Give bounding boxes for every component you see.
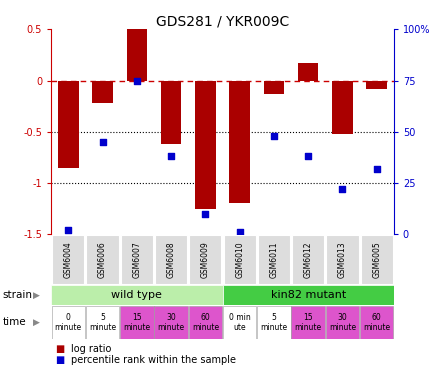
Text: percentile rank within the sample: percentile rank within the sample (71, 355, 236, 365)
Point (236, 229, 243, 235)
Point (65, 227, 72, 233)
Text: GSM6006: GSM6006 (98, 241, 107, 278)
Bar (58, 81, 79, 168)
Text: GSM6004: GSM6004 (64, 241, 73, 278)
Bar (223, 306, 256, 339)
Bar (257, 306, 291, 339)
Text: GSM6013: GSM6013 (338, 241, 347, 278)
Text: 5
minute: 5 minute (89, 313, 116, 332)
Text: 30
minute: 30 minute (158, 313, 185, 332)
Bar (229, 81, 250, 203)
Text: 30
minute: 30 minute (329, 313, 356, 332)
Text: 5
minute: 5 minute (260, 313, 287, 332)
Text: 0 min
ute: 0 min ute (229, 313, 251, 332)
Text: 15
minute: 15 minute (123, 313, 150, 332)
Title: GDS281 / YKR009C: GDS281 / YKR009C (156, 14, 289, 28)
Text: ▶: ▶ (33, 318, 40, 327)
Bar (292, 235, 324, 284)
Bar (263, 81, 284, 94)
Point (339, 186, 346, 192)
Point (202, 211, 209, 217)
Text: GSM6012: GSM6012 (303, 242, 313, 278)
Text: log ratio: log ratio (71, 344, 112, 354)
Bar (366, 81, 387, 89)
Bar (189, 235, 222, 284)
Bar (258, 235, 290, 284)
Bar (189, 306, 222, 339)
Text: GSM6008: GSM6008 (166, 241, 176, 278)
Bar (120, 306, 154, 339)
Bar (326, 306, 359, 339)
Bar (86, 306, 119, 339)
Point (305, 153, 312, 159)
Bar (52, 235, 85, 284)
Point (134, 78, 141, 83)
Bar (326, 235, 359, 284)
Bar (155, 235, 187, 284)
Bar (223, 235, 256, 284)
Text: time: time (2, 317, 26, 328)
Bar (86, 235, 119, 284)
Bar (126, 29, 147, 81)
Text: ▶: ▶ (33, 291, 40, 300)
Text: kin82 mutant: kin82 mutant (271, 290, 346, 300)
Bar (154, 306, 188, 339)
Bar (332, 81, 353, 134)
Point (271, 133, 278, 139)
Point (168, 153, 175, 159)
Text: strain: strain (2, 290, 32, 300)
Bar (52, 306, 85, 339)
Bar (161, 81, 182, 144)
Bar (222, 285, 394, 305)
Bar (195, 81, 216, 209)
Bar (360, 306, 393, 339)
Text: GSM6005: GSM6005 (372, 241, 381, 278)
Text: 60
minute: 60 minute (363, 313, 390, 332)
Text: GSM6009: GSM6009 (201, 241, 210, 278)
Point (373, 166, 380, 172)
Text: 0
minute: 0 minute (55, 313, 82, 332)
Text: GSM6010: GSM6010 (235, 241, 244, 278)
Bar (298, 63, 319, 81)
Bar (92, 81, 113, 103)
Text: GSM6007: GSM6007 (132, 241, 142, 278)
Text: wild type: wild type (111, 290, 162, 300)
Text: 60
minute: 60 minute (192, 313, 219, 332)
Point (99, 139, 106, 145)
Text: ■: ■ (56, 344, 65, 354)
Bar (360, 235, 393, 284)
Text: 15
minute: 15 minute (295, 313, 322, 332)
Text: GSM6011: GSM6011 (269, 242, 279, 278)
Bar (291, 306, 325, 339)
Bar (51, 285, 223, 305)
Bar (121, 235, 153, 284)
Text: ■: ■ (56, 355, 65, 365)
